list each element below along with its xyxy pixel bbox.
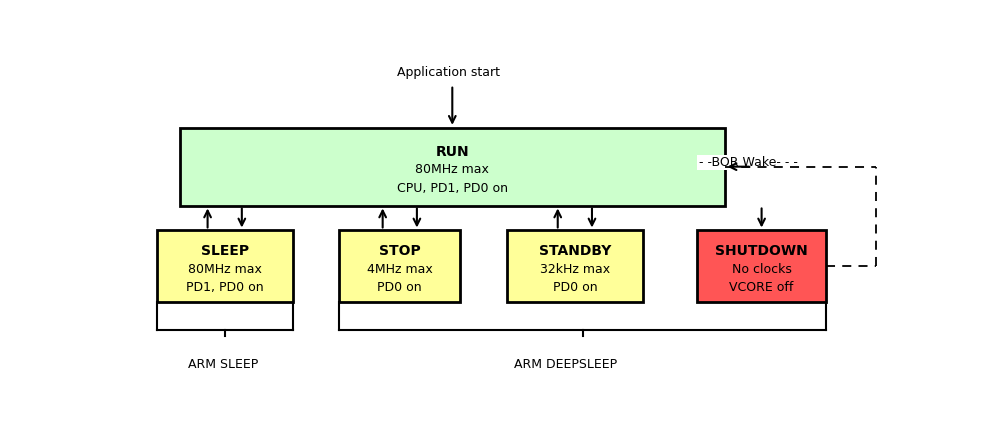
- Text: ARM SLEEP: ARM SLEEP: [189, 358, 259, 371]
- Bar: [156, 230, 293, 301]
- Text: PD0 on: PD0 on: [552, 281, 597, 294]
- Text: 80MHz max: 80MHz max: [415, 163, 488, 176]
- Text: ARM DEEPSLEEP: ARM DEEPSLEEP: [514, 358, 616, 371]
- Text: PD0 on: PD0 on: [377, 281, 421, 294]
- Text: SHUTDOWN: SHUTDOWN: [714, 244, 807, 258]
- Text: - -BOR Wake- - -: - -BOR Wake- - -: [698, 156, 796, 169]
- Text: STOP: STOP: [378, 244, 420, 258]
- Text: Application start: Application start: [396, 67, 499, 80]
- Text: VCORE off: VCORE off: [729, 281, 793, 294]
- Text: STANDBY: STANDBY: [539, 244, 611, 258]
- Text: CPU, PD1, PD0 on: CPU, PD1, PD0 on: [396, 182, 508, 195]
- Bar: [507, 230, 642, 301]
- Text: No clocks: No clocks: [731, 263, 790, 276]
- Text: 32kHz max: 32kHz max: [540, 263, 609, 276]
- Text: 4MHz max: 4MHz max: [366, 263, 432, 276]
- Text: 80MHz max: 80MHz max: [188, 263, 262, 276]
- Bar: [339, 230, 459, 301]
- Bar: [180, 128, 724, 206]
- Text: SLEEP: SLEEP: [201, 244, 249, 258]
- Bar: [697, 230, 825, 301]
- Text: PD1, PD0 on: PD1, PD0 on: [186, 281, 263, 294]
- Text: RUN: RUN: [435, 145, 468, 159]
